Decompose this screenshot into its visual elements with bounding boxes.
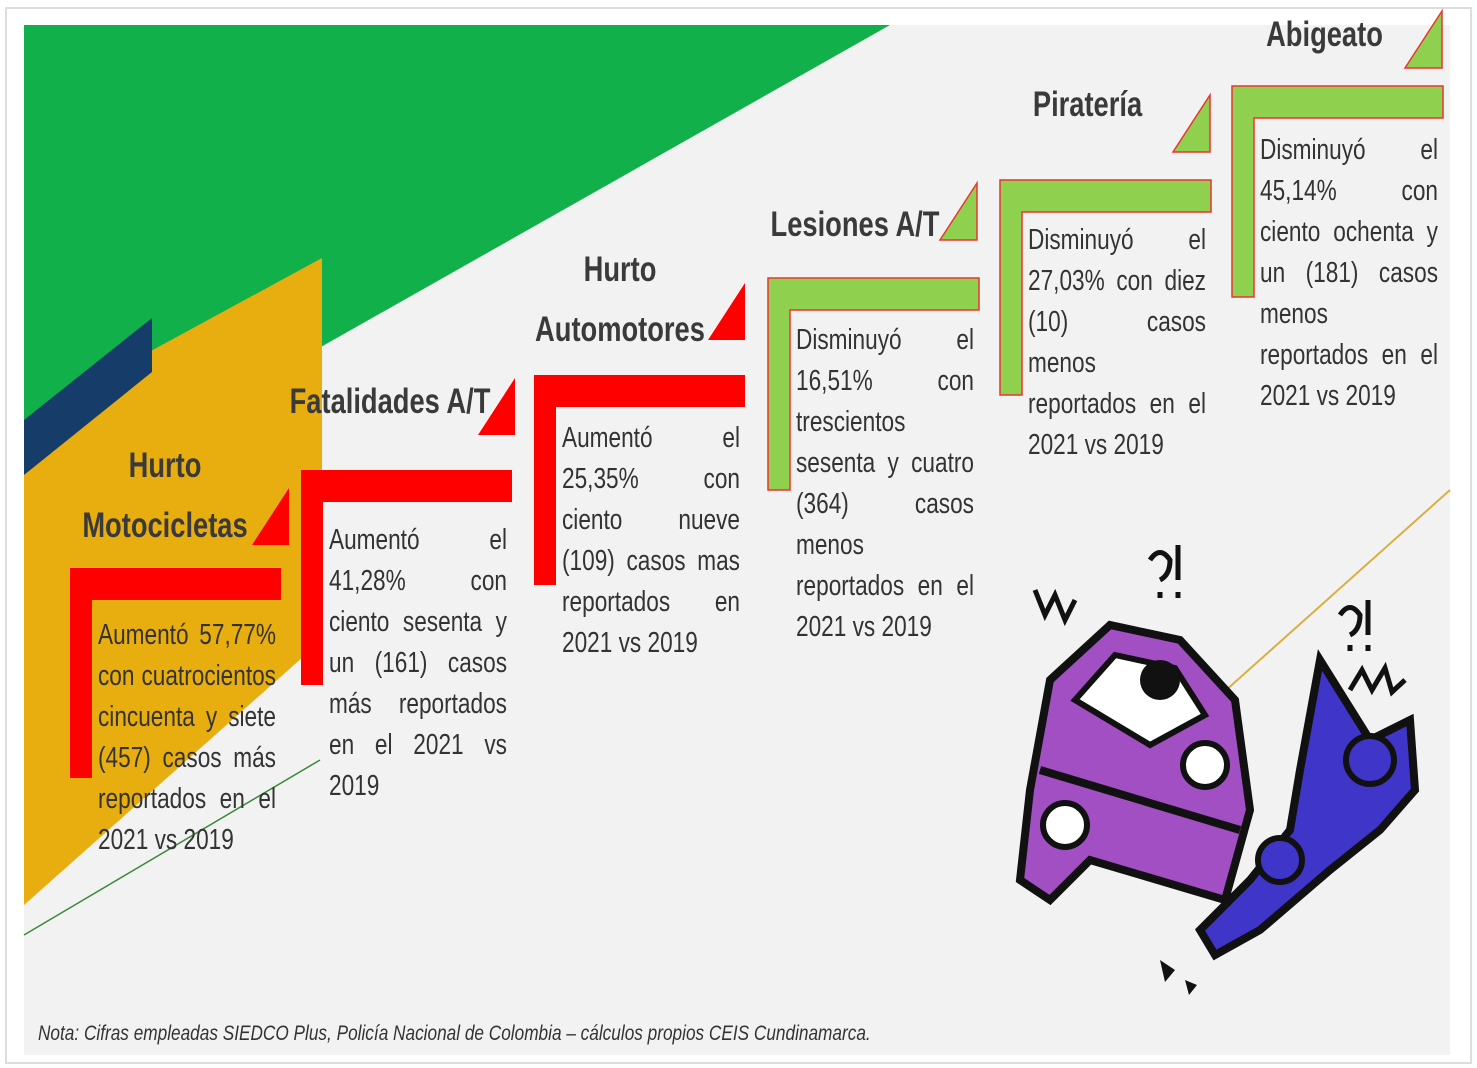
step-title: Lesiones A/T — [770, 205, 940, 244]
step-bracket — [1231, 85, 1444, 298]
step-title: Piratería — [1032, 85, 1143, 124]
step-bracket — [301, 470, 512, 685]
step-text: Disminuyó el 27,03% con diez (10) casos … — [1028, 224, 1206, 461]
step-title: Abigeato — [1266, 15, 1383, 54]
step-bracket — [70, 568, 281, 778]
step-triangle — [252, 488, 289, 545]
step-bracket — [999, 179, 1212, 396]
footnote: Nota: Cifras empleadas SIEDCO Plus, Poli… — [38, 1022, 871, 1045]
step-text: Aumentó 57,77% con cuatrocientos cincuen… — [98, 619, 276, 856]
step-text: Disminuyó el 16,51% con trescientos sese… — [796, 324, 974, 643]
step-title: Hurto Motocicletas — [82, 446, 248, 545]
step-text: Aumentó el 41,28% con ciento sesenta y u… — [329, 524, 507, 802]
step-bracket — [534, 375, 745, 585]
navy-stripe — [24, 318, 152, 475]
step-triangle — [938, 180, 978, 241]
step-triangle — [1403, 8, 1443, 69]
step-text: Disminuyó el 45,14% con ciento ochenta y… — [1260, 134, 1438, 412]
step-bracket — [767, 277, 980, 491]
accent-line — [23, 759, 321, 936]
step-triangle — [478, 378, 515, 435]
accent-line — [1214, 489, 1451, 701]
step-brackets — [70, 8, 1444, 778]
step-title: Hurto Automotores — [535, 250, 705, 349]
step-triangle — [1171, 92, 1211, 153]
crash-illustration — [1015, 545, 1420, 995]
step-triangle — [708, 283, 745, 340]
step-title: Fatalidades A/T — [289, 382, 491, 421]
step-text: Aumentó el 25,35% con ciento nueve (109)… — [562, 422, 740, 659]
